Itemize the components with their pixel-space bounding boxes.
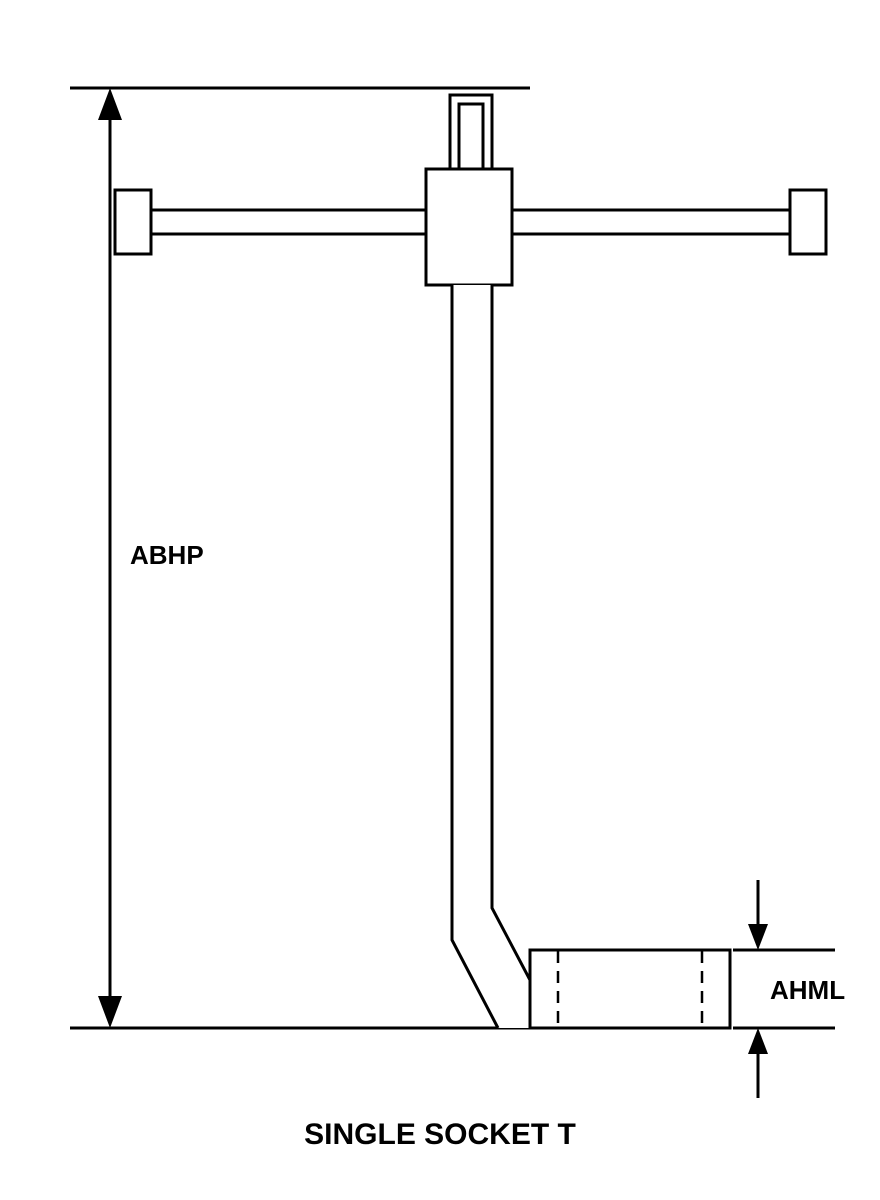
top-stud-inner [459, 104, 483, 170]
socket-box [530, 950, 730, 1028]
ahml-arrow-top-head [748, 924, 768, 950]
diagram-container: ABHP AHML SINGLE SOCKET T [0, 0, 880, 1200]
shaft-right-outline [492, 285, 530, 980]
ahml-arrow-bottom-head [748, 1028, 768, 1054]
ahml-label: AHML [770, 975, 845, 1006]
right-end-cap [790, 190, 826, 254]
technical-drawing-svg [0, 0, 880, 1200]
diagram-title: SINGLE SOCKET T [304, 1118, 576, 1152]
abhp-arrow-bottom [98, 996, 122, 1028]
abhp-label: ABHP [130, 540, 204, 571]
center-block [426, 169, 512, 285]
left-end-cap [115, 190, 151, 254]
abhp-arrow-top [98, 88, 122, 120]
